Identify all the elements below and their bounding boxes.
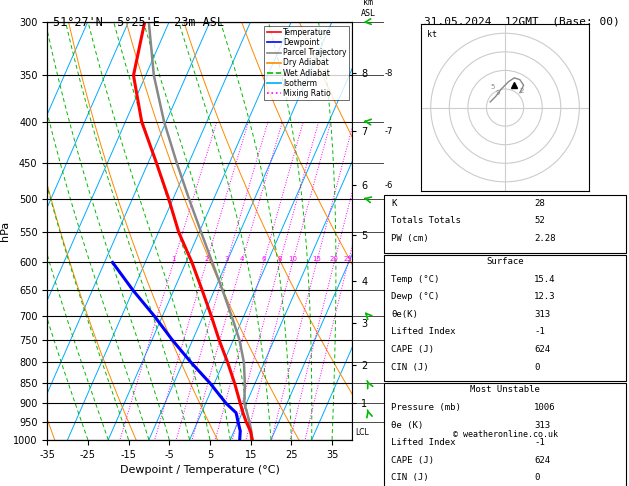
Text: 313: 313: [534, 420, 550, 430]
Text: -5: -5: [384, 230, 392, 239]
Text: 624: 624: [534, 345, 550, 354]
Text: Lifted Index: Lifted Index: [391, 438, 456, 447]
Text: 0: 0: [534, 473, 540, 482]
Text: 313: 313: [534, 310, 550, 319]
Text: 28: 28: [534, 199, 545, 208]
Bar: [384, 255, 626, 382]
Text: -4: -4: [384, 276, 392, 285]
Text: 6: 6: [262, 257, 266, 262]
Text: -2: -2: [384, 360, 392, 369]
Text: PW (cm): PW (cm): [391, 234, 429, 243]
Text: 10: 10: [288, 257, 297, 262]
Text: 52: 52: [534, 216, 545, 225]
Text: 2.28: 2.28: [534, 234, 555, 243]
Text: Totals Totals: Totals Totals: [391, 216, 461, 225]
Text: -1: -1: [384, 399, 392, 408]
Text: 624: 624: [534, 456, 550, 465]
Text: -1: -1: [534, 328, 545, 336]
Bar: [384, 195, 626, 253]
Text: km
ASL: km ASL: [361, 0, 376, 17]
Text: 25: 25: [344, 257, 352, 262]
Text: © weatheronline.co.uk: © weatheronline.co.uk: [452, 430, 557, 439]
Text: 20: 20: [330, 257, 338, 262]
Text: Surface: Surface: [486, 257, 524, 266]
Text: CIN (J): CIN (J): [391, 363, 429, 371]
Text: CIN (J): CIN (J): [391, 473, 429, 482]
Text: LCL: LCL: [355, 428, 369, 437]
Text: 31.05.2024  12GMT  (Base: 00): 31.05.2024 12GMT (Base: 00): [424, 16, 620, 26]
Text: 8: 8: [277, 257, 282, 262]
Bar: [384, 383, 626, 486]
Text: 15: 15: [312, 257, 321, 262]
Text: Pressure (mb): Pressure (mb): [391, 403, 461, 412]
Text: -3: -3: [384, 319, 392, 328]
Text: -1: -1: [534, 438, 545, 447]
Text: CAPE (J): CAPE (J): [391, 345, 435, 354]
Text: K: K: [391, 199, 397, 208]
Legend: Temperature, Dewpoint, Parcel Trajectory, Dry Adiabat, Wet Adiabat, Isotherm, Mi: Temperature, Dewpoint, Parcel Trajectory…: [264, 26, 348, 100]
Text: Most Unstable: Most Unstable: [470, 385, 540, 395]
Text: -6: -6: [384, 180, 392, 190]
Text: θe (K): θe (K): [391, 420, 424, 430]
Text: 0: 0: [534, 363, 540, 371]
Text: Lifted Index: Lifted Index: [391, 328, 456, 336]
Text: 1: 1: [171, 257, 175, 262]
Y-axis label: hPa: hPa: [0, 221, 10, 241]
Text: 12.3: 12.3: [534, 292, 555, 301]
Text: 4: 4: [240, 257, 244, 262]
Text: 15.4: 15.4: [534, 275, 555, 284]
Text: 2: 2: [204, 257, 209, 262]
Text: CAPE (J): CAPE (J): [391, 456, 435, 465]
Text: 1006: 1006: [534, 403, 555, 412]
Text: θe(K): θe(K): [391, 310, 418, 319]
Text: 51°27'N  5°25'E  23m ASL: 51°27'N 5°25'E 23m ASL: [53, 16, 225, 29]
Text: 3: 3: [225, 257, 229, 262]
Text: -7: -7: [384, 127, 392, 136]
X-axis label: Dewpoint / Temperature (°C): Dewpoint / Temperature (°C): [120, 465, 280, 475]
Text: Temp (°C): Temp (°C): [391, 275, 440, 284]
Text: Mixing Ratio (g/kg): Mixing Ratio (g/kg): [400, 223, 409, 302]
Text: -8: -8: [384, 69, 392, 78]
Text: Dewp (°C): Dewp (°C): [391, 292, 440, 301]
